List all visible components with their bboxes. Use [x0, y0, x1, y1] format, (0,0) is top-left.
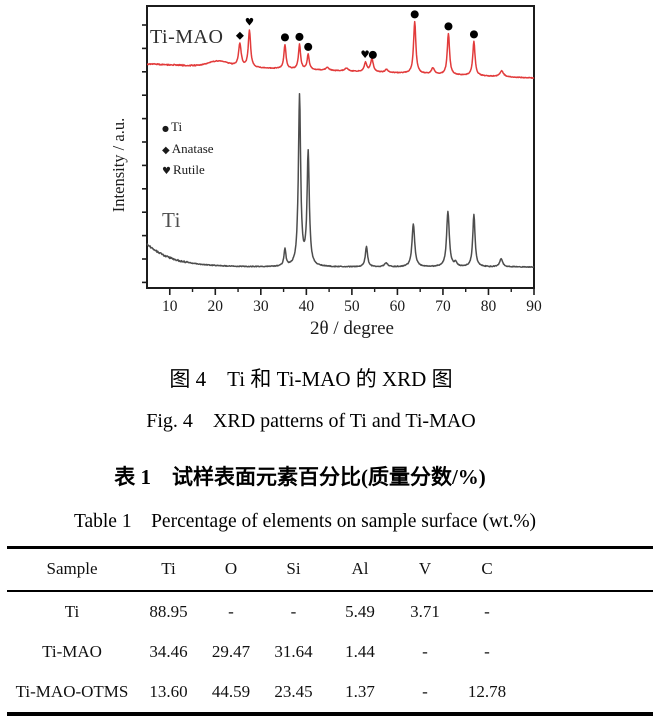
table-cell: 44.59: [211, 682, 251, 701]
table-cell: -: [422, 642, 428, 661]
peak-marker: ●: [304, 41, 313, 53]
table-row: Ti-MAO-OTMS 13.60 44.59 23.45 1.37 - 12.78: [7, 673, 653, 714]
table-cell: 88.95: [149, 601, 188, 621]
table-cell: 5.49: [345, 601, 375, 621]
table-cell: 13.60: [149, 682, 188, 701]
peak-marker: ◆: [236, 30, 245, 42]
x-tick-label: 20: [208, 298, 224, 315]
table-row: Ti 88.95 - - 5.49 3.71 -: [7, 591, 653, 632]
x-tick-label: 70: [435, 298, 451, 315]
x-tick-label: 40: [299, 298, 315, 315]
x-axis-label: 2θ / degree: [309, 318, 394, 339]
col-header-si: Si: [262, 547, 325, 592]
peak-marker: ●: [469, 28, 478, 40]
table-cell: 1.44: [345, 642, 375, 661]
table-cell: -: [290, 601, 297, 621]
table-cell: -: [484, 642, 490, 661]
table-cell: -: [484, 601, 490, 621]
table-cell: 31.64: [274, 642, 313, 661]
col-header-ti: Ti: [137, 547, 200, 592]
rutile-marker-icon: ♥: [162, 166, 171, 177]
peak-marker: ●: [410, 8, 419, 20]
x-tick-label: 30: [253, 298, 269, 315]
table-title-zh: 表 1 试样表面元素百分比(质量分数/%): [114, 465, 486, 489]
table-cell: 1.37: [345, 682, 375, 701]
x-tick-label: 90: [526, 298, 542, 315]
figure-caption-zh: 图 4 Ti 和 Ti-MAO 的 XRD 图: [169, 367, 453, 391]
col-header-c: C: [455, 547, 519, 592]
table-cell: 12.78: [467, 682, 507, 701]
legend-item-anatase: ◆ Anatase: [162, 139, 214, 161]
col-header-sample: Sample: [7, 547, 137, 592]
legend-label: Ti: [170, 119, 183, 134]
col-header-v: V: [395, 547, 455, 592]
peak-marker: ●: [280, 31, 289, 43]
table-cell: Ti-MAO-OTMS: [15, 682, 129, 701]
table-header-row: Sample Ti O Si Al V C: [7, 547, 653, 592]
series-label-ti-mao: Ti-MAO: [150, 26, 224, 48]
table-cell: 29.47: [211, 642, 251, 661]
plot-frame: [146, 5, 535, 289]
table-cell: -: [422, 682, 428, 701]
table-cell: Ti: [64, 601, 80, 621]
col-header-spacer: [519, 547, 653, 592]
col-header-o: O: [200, 547, 262, 592]
table-cell-spacer: [519, 591, 653, 632]
peak-marker: ♥: [245, 17, 254, 29]
x-tick-label: 60: [390, 298, 406, 315]
table-cell: 3.71: [410, 601, 440, 621]
peak-marker: ●: [368, 48, 377, 60]
legend-item-rutile: ♥ Rutile: [162, 160, 214, 182]
elements-table: Sample Ti O Si Al V C Ti 88.95- -5.49 3.71- Ti-MAO…: [7, 546, 653, 716]
ti-marker-icon: ●: [162, 124, 169, 133]
chart-legend: ● Ti ◆ Anatase ♥ Rutile: [162, 117, 214, 182]
table-cell: Ti-MAO: [42, 642, 102, 661]
table-title-en: Table 1 Percentage of elements on sample…: [73, 511, 537, 532]
x-tick-label: 80: [481, 298, 497, 315]
table-cell: 34.46: [149, 642, 188, 661]
table-row: Ti-MAO 34.46 29.47 31.64 1.44 - -: [7, 632, 653, 673]
xrd-curve-ti: [146, 92, 535, 269]
xrd-chart-canvas: 10 20 30 40 50 60 70 80 90◆♥● ●●♥●●●●: [142, 5, 542, 315]
peak-marker: ●: [295, 30, 304, 42]
table-cell: -: [228, 601, 234, 621]
table-cell-spacer: [519, 632, 653, 673]
series-label-ti: Ti: [162, 208, 181, 232]
x-tick-label: 10: [162, 298, 178, 315]
peak-marker: ♥: [360, 49, 369, 61]
legend-label: Rutile: [172, 162, 205, 177]
table-cell: 23.45: [274, 682, 313, 701]
legend-item-ti: ● Ti: [162, 117, 214, 139]
xrd-curve-ti-mao: [146, 20, 535, 79]
table-cell-spacer: [519, 673, 653, 714]
anatase-marker-icon: ◆: [162, 144, 170, 156]
legend-label: Anatase: [171, 140, 214, 156]
figure-caption-en: Fig. 4 XRD patterns of Ti and Ti-MAO: [146, 410, 476, 432]
x-tick-label: 50: [344, 298, 360, 315]
col-header-al: Al: [325, 547, 395, 592]
peak-marker: ●: [444, 20, 453, 32]
y-axis-label: Intensity / a.u.: [109, 117, 128, 213]
